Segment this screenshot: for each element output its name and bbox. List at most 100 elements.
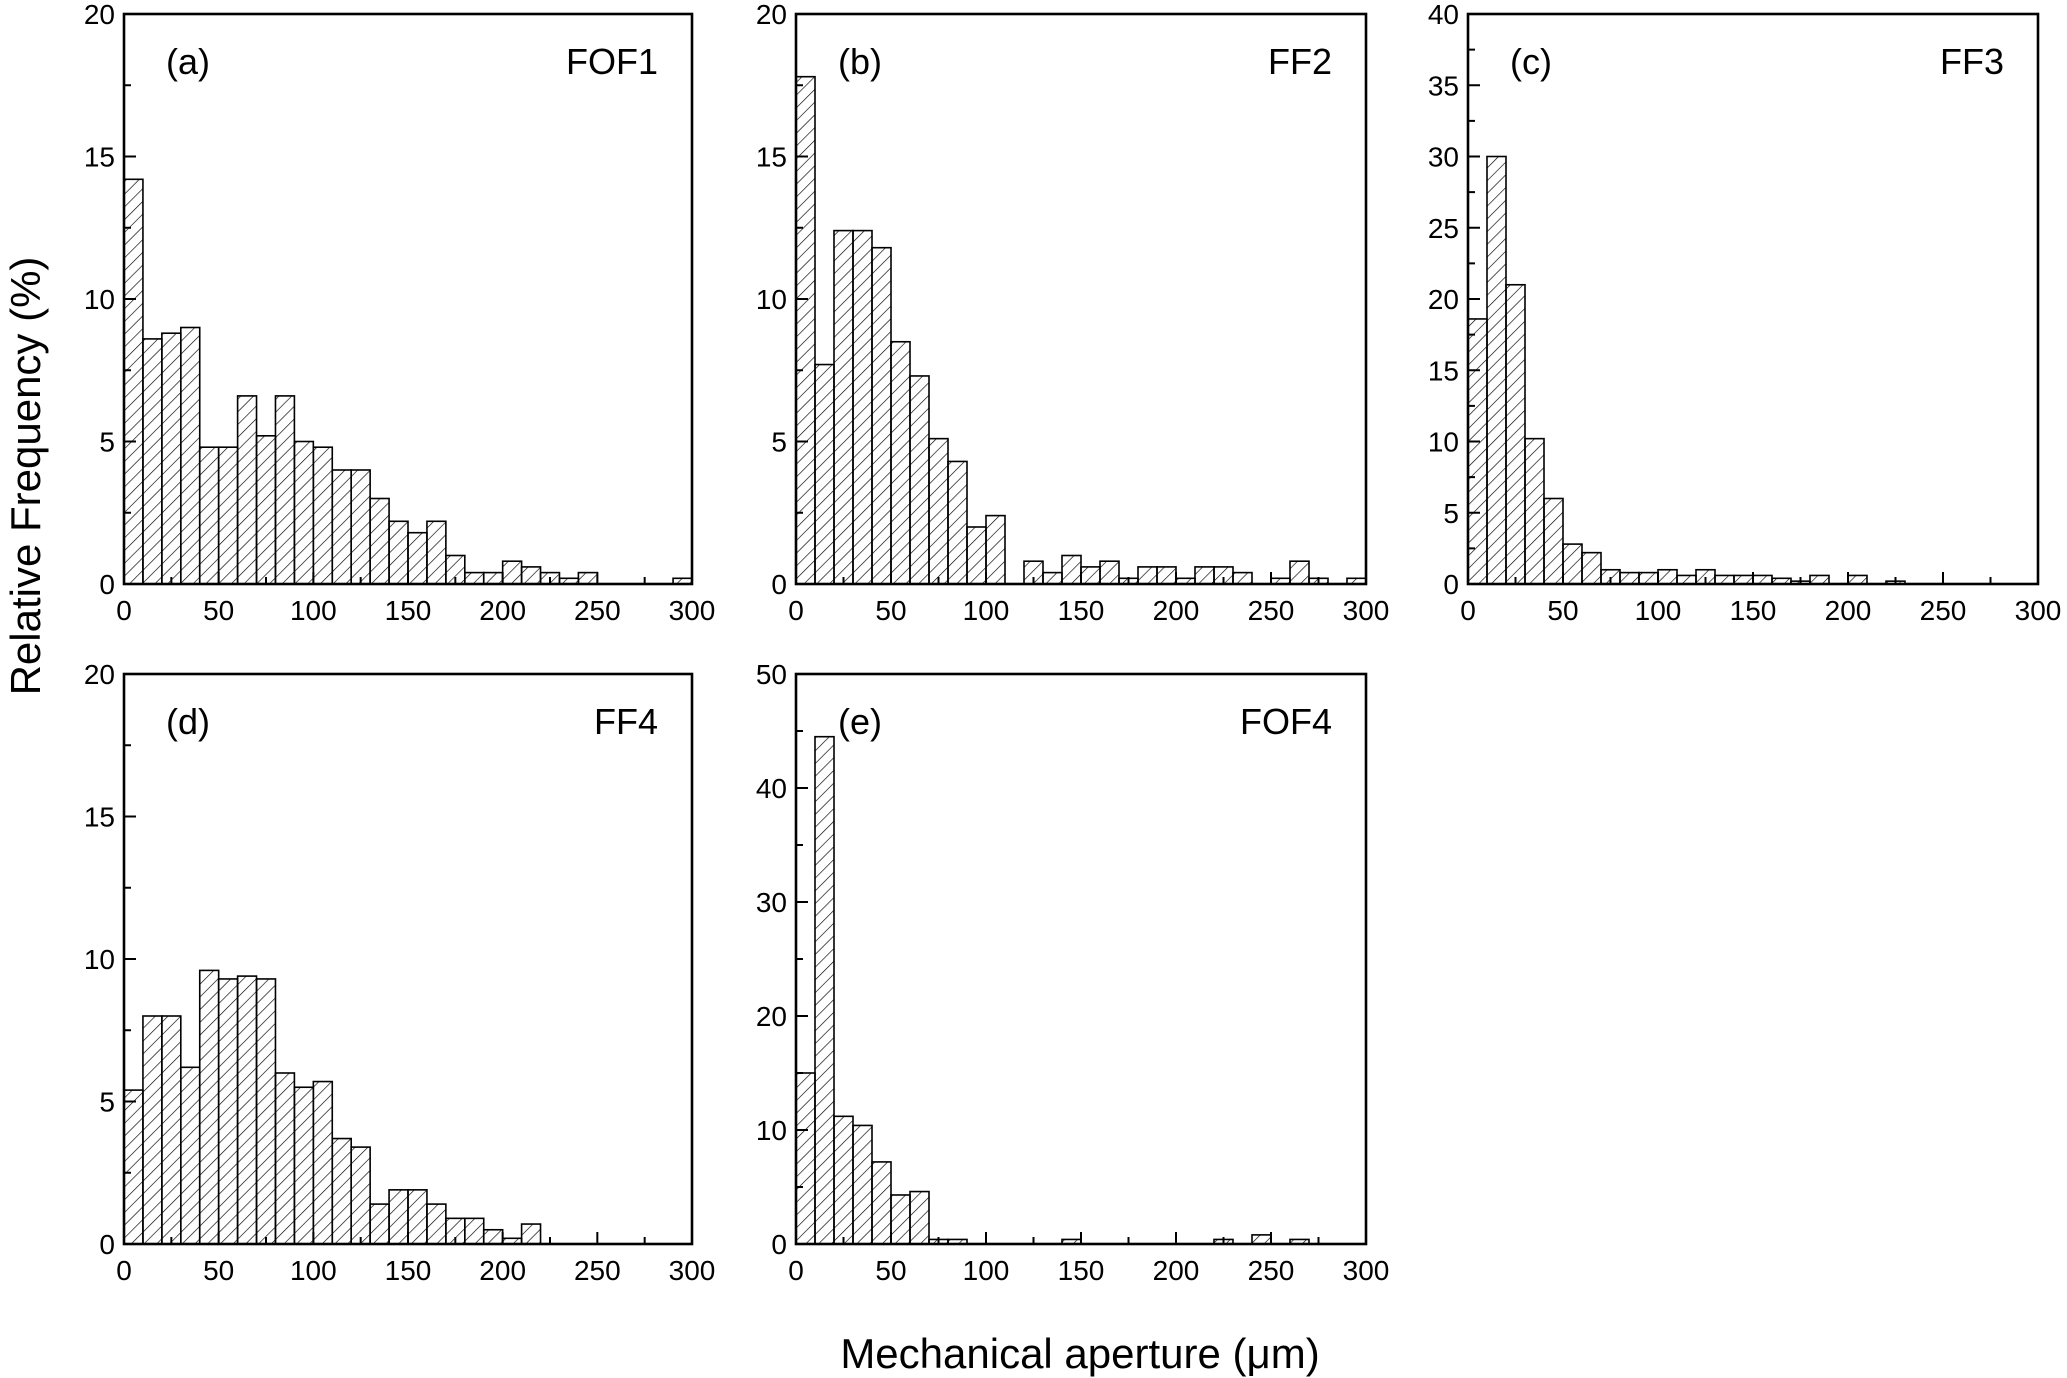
x-tick-label: 200 — [479, 1255, 526, 1286]
histogram-bar — [1619, 571, 1640, 585]
y-tick-label: 40 — [756, 773, 787, 804]
x-tick-label: 50 — [1547, 595, 1578, 626]
histogram-bar — [890, 340, 911, 585]
panel-tag: (a) — [166, 41, 210, 82]
panel-tag: (d) — [166, 701, 210, 742]
panel-name: FOF4 — [1240, 701, 1332, 742]
histogram-bar — [1232, 571, 1253, 585]
histogram-bar — [388, 1189, 409, 1245]
y-tick-label: 15 — [84, 802, 115, 833]
x-tick-label: 100 — [290, 1255, 337, 1286]
y-tick-label: 10 — [84, 284, 115, 315]
panel-tag: (c) — [1510, 41, 1552, 82]
panel-tag: (e) — [838, 701, 882, 742]
histogram-bar — [1486, 155, 1507, 585]
histogram-bar — [236, 975, 258, 1245]
x-tick-label: 300 — [669, 595, 716, 626]
histogram-bar — [909, 375, 930, 585]
x-tick-label: 150 — [385, 595, 432, 626]
histogram-bar — [1657, 568, 1678, 585]
histogram-bar — [1524, 437, 1545, 585]
y-tick-label: 5 — [1443, 498, 1459, 529]
y-tick-label: 20 — [756, 1001, 787, 1032]
histogram-bar — [482, 1228, 504, 1245]
x-tick-label: 300 — [2015, 595, 2062, 626]
histogram-bar — [426, 1203, 447, 1245]
histogram-bar — [795, 1072, 816, 1245]
histogram-bar — [814, 735, 835, 1245]
x-tick-label: 250 — [1248, 1255, 1295, 1286]
panel-tag: (b) — [838, 41, 882, 82]
histogram-bar — [1289, 560, 1310, 585]
histogram-bar — [123, 178, 144, 585]
histogram-bar — [388, 520, 409, 585]
histogram-bar — [293, 440, 315, 585]
y-tick-label: 0 — [771, 1229, 787, 1260]
x-tick-label: 200 — [1825, 595, 1872, 626]
x-tick-label: 300 — [1343, 595, 1390, 626]
x-tick-label: 200 — [479, 595, 526, 626]
x-tick-label: 50 — [875, 595, 906, 626]
histogram-bar — [142, 1015, 163, 1245]
histogram-bar — [1156, 566, 1177, 585]
histogram-panel: 0 50 100 150 200 250 300 0 5 10 15 20 (d) FF4 — [84, 659, 716, 1286]
x-tick-label: 150 — [1730, 595, 1777, 626]
histogram-bar — [1194, 566, 1215, 585]
histogram-bar — [426, 520, 447, 585]
histogram-bar — [198, 446, 220, 585]
histogram-bar — [407, 531, 428, 585]
histogram-bar — [161, 1015, 182, 1245]
histogram-bar — [369, 1203, 390, 1245]
histogram-bar — [236, 395, 258, 585]
x-tick-label: 200 — [1153, 595, 1200, 626]
x-tick-label: 100 — [963, 595, 1010, 626]
histogram-bar — [123, 1089, 144, 1245]
histogram-bar — [966, 526, 987, 585]
x-tick-label: 250 — [1920, 595, 1967, 626]
histogram-bar — [1251, 1234, 1272, 1245]
histogram-bar — [274, 395, 296, 585]
y-tick-label: 50 — [756, 659, 787, 690]
histogram-bar — [198, 969, 220, 1245]
histogram-bar — [1505, 283, 1526, 585]
histogram-bar — [871, 246, 892, 585]
panel-name: FF2 — [1268, 41, 1332, 82]
y-axis-title: Relative Frequency (%) — [2, 257, 49, 696]
y-tick-label: 40 — [1428, 0, 1459, 30]
x-tick-label: 250 — [1248, 595, 1295, 626]
histogram-bar — [293, 1086, 315, 1245]
histogram-panel: 0 50 100 150 200 250 300 0 10 20 30 40 50 (e) FOF4 — [756, 659, 1390, 1286]
x-tick-label: 0 — [116, 595, 132, 626]
x-tick-label: 0 — [116, 1255, 132, 1286]
panel-name: FOF1 — [566, 41, 658, 82]
x-tick-label: 50 — [875, 1255, 906, 1286]
histogram-bar — [852, 1124, 873, 1245]
y-tick-label: 30 — [1428, 142, 1459, 173]
histogram-panel: 0 50 100 150 200 250 300 0 5 10 15 20 (a) FOF1 — [84, 0, 716, 626]
y-tick-label: 20 — [1428, 284, 1459, 315]
y-tick-label: 0 — [99, 569, 115, 600]
histogram-bar — [161, 332, 182, 585]
x-axis-title: Mechanical aperture (μm) — [840, 1330, 1319, 1377]
histogram-bar — [331, 1137, 352, 1245]
histogram-bar — [312, 1080, 334, 1245]
histogram-bar — [985, 514, 1006, 585]
x-tick-label: 100 — [963, 1255, 1010, 1286]
histogram-bar — [577, 571, 599, 585]
y-tick-label: 20 — [84, 0, 115, 30]
histogram-bar — [1099, 560, 1120, 585]
histogram-bar — [274, 1072, 296, 1245]
y-tick-label: 20 — [84, 659, 115, 690]
y-tick-label: 10 — [756, 1115, 787, 1146]
histogram-bar — [350, 469, 371, 585]
histogram-bar — [331, 469, 352, 585]
histogram-bar — [833, 1115, 854, 1245]
plot-frame — [794, 672, 1368, 1246]
x-tick-label: 50 — [203, 1255, 234, 1286]
histogram-bar — [1562, 543, 1583, 585]
histogram-panel: 0 50 100 150 200 250 300 0 5 10 15 20 (b) FF2 — [756, 0, 1390, 626]
histogram-bar — [928, 437, 949, 585]
x-tick-label: 150 — [1058, 595, 1105, 626]
histogram-panel: 0 50 100 150 200 250 300 0 5 10 15 20 25 30 35 40 (c) FF3 — [1428, 0, 2062, 626]
